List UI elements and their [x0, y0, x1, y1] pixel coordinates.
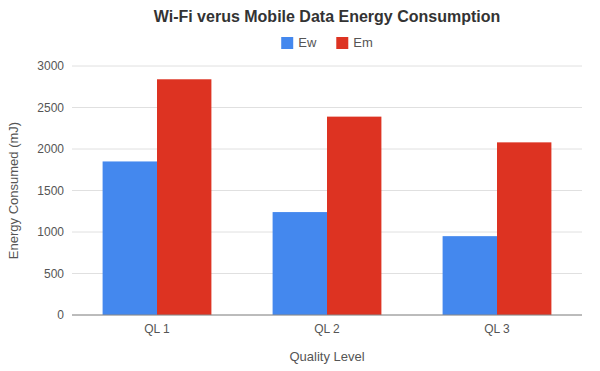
legend-swatch: [336, 37, 348, 49]
bars: [103, 79, 552, 315]
legend-label: Em: [353, 35, 373, 50]
y-tick-label: 3000: [37, 59, 64, 73]
chart-svg: Wi-Fi verus Mobile Data Energy Consumpti…: [0, 0, 600, 371]
x-axis-line: [72, 315, 582, 316]
grid-line: [72, 315, 582, 316]
bar: [443, 236, 497, 315]
grid-line: [72, 66, 582, 67]
x-tick-label: QL 1: [144, 322, 170, 336]
bar: [327, 117, 381, 315]
x-tick-label: QL 2: [314, 322, 340, 336]
bar: [497, 142, 551, 315]
bar: [273, 212, 327, 315]
y-tick-label: 1000: [37, 225, 64, 239]
legend: Ew Em: [281, 35, 373, 50]
y-tick-label: 2000: [37, 142, 64, 156]
title: Wi-Fi verus Mobile Data Energy Consumpti…: [154, 8, 501, 25]
legend-item: Ew: [281, 35, 317, 50]
x-axis: QL 1 QL 2 QL 3: [72, 315, 582, 336]
legend-item: Em: [336, 35, 373, 50]
y-axis: 0 500 1000 1500 2000 2500 3000: [37, 59, 582, 322]
grid-line: [72, 107, 582, 108]
bar: [157, 79, 211, 315]
y-tick-label: 0: [57, 308, 64, 322]
y-tick-label: 1500: [37, 184, 64, 198]
y-tick-label: 500: [44, 267, 64, 281]
x-tick-label: QL 3: [484, 322, 510, 336]
legend-swatch: [281, 37, 293, 49]
y-axis-label: Energy Consumed (mJ): [6, 122, 21, 259]
chart-container: Wi-Fi verus Mobile Data Energy Consumpti…: [0, 0, 600, 371]
x-axis-label: Quality Level: [289, 349, 364, 364]
bar: [103, 161, 157, 315]
y-tick-label: 2500: [37, 101, 64, 115]
legend-label: Ew: [298, 35, 317, 50]
